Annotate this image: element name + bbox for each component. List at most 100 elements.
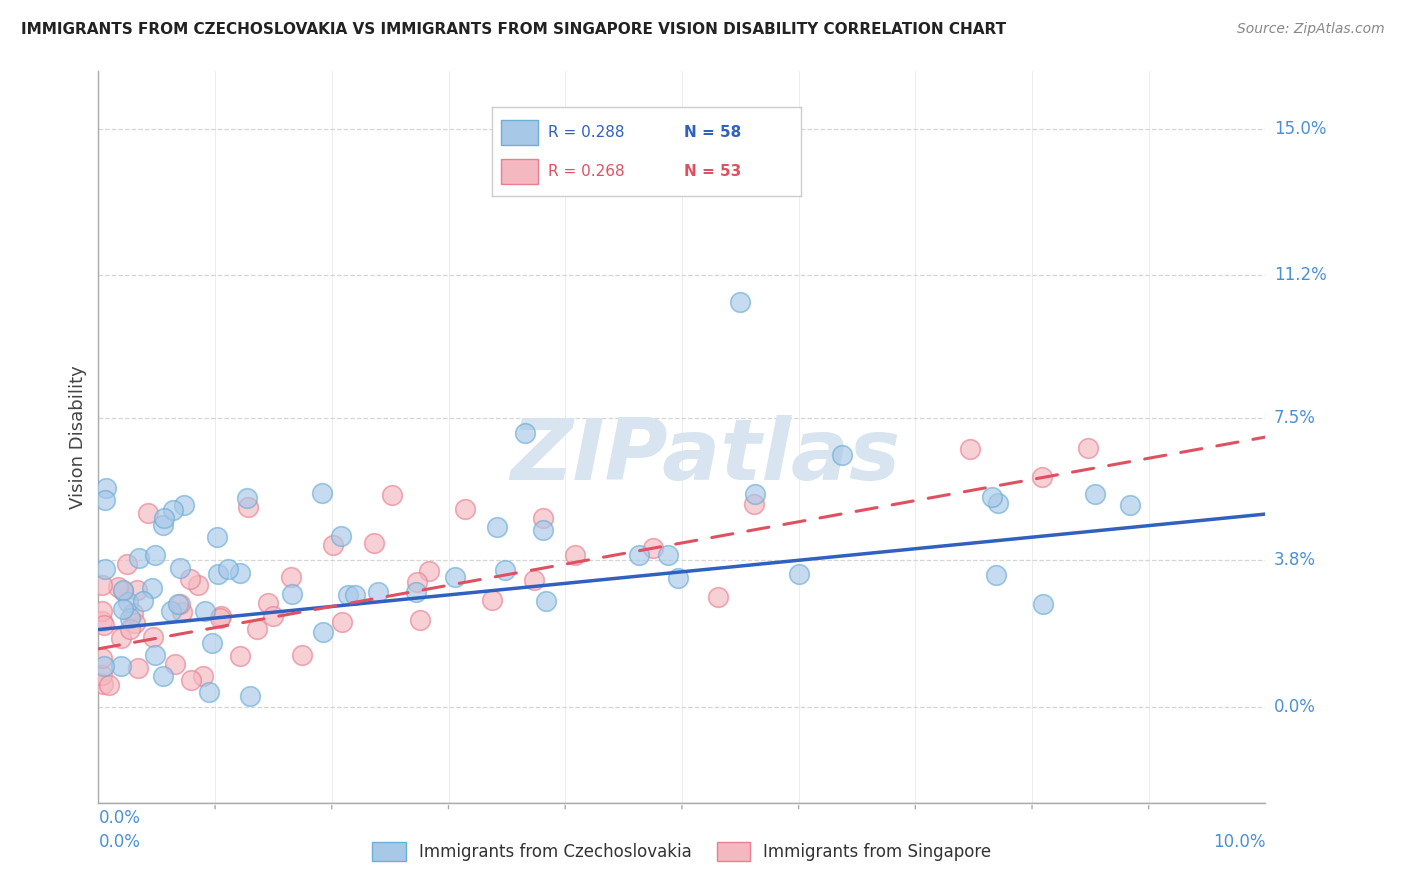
Text: R = 0.268: R = 0.268 — [548, 164, 624, 178]
Point — [256, 596, 278, 610]
Point — [1032, 597, 1054, 611]
Point — [343, 588, 366, 602]
Point — [453, 502, 475, 516]
Point — [831, 448, 853, 462]
Point — [122, 606, 145, 620]
Point — [93, 659, 115, 673]
Point — [209, 608, 232, 623]
Point — [173, 498, 195, 512]
Point — [187, 578, 209, 592]
Point — [246, 623, 269, 637]
Point — [165, 657, 187, 672]
Point — [94, 481, 117, 495]
Point — [1076, 441, 1098, 455]
Point — [311, 486, 333, 500]
Point — [112, 602, 135, 616]
Text: Source: ZipAtlas.com: Source: ZipAtlas.com — [1237, 22, 1385, 37]
Point — [534, 593, 557, 607]
Point — [117, 595, 139, 609]
Text: 10.0%: 10.0% — [1213, 833, 1265, 851]
Point — [90, 615, 112, 629]
Point — [666, 571, 689, 585]
Point — [485, 520, 508, 534]
Point — [94, 493, 117, 508]
Point — [180, 673, 202, 687]
Point — [141, 582, 163, 596]
Point — [201, 636, 224, 650]
Point — [198, 685, 221, 699]
Point — [744, 497, 766, 511]
Point — [159, 604, 181, 618]
Point — [111, 583, 134, 598]
Point — [787, 566, 810, 581]
Point — [330, 529, 353, 543]
Point — [110, 631, 132, 645]
Text: R = 0.288: R = 0.288 — [548, 125, 624, 139]
Text: ZIPatlas: ZIPatlas — [510, 415, 900, 498]
Point — [90, 651, 112, 665]
Point — [153, 511, 176, 525]
Point — [744, 487, 766, 501]
Point — [657, 548, 679, 562]
Point — [191, 669, 214, 683]
Point — [337, 589, 360, 603]
Point — [90, 668, 112, 682]
Text: N = 53: N = 53 — [683, 164, 741, 178]
Point — [533, 511, 555, 525]
Point — [443, 570, 465, 584]
Point — [229, 566, 252, 581]
Point — [143, 648, 166, 662]
Point — [127, 661, 149, 675]
Point — [291, 648, 314, 662]
Point — [1119, 498, 1142, 512]
Point — [523, 573, 546, 587]
Point — [409, 613, 432, 627]
Text: 0.0%: 0.0% — [1274, 698, 1316, 715]
Point — [93, 617, 115, 632]
Point — [111, 583, 134, 598]
Point — [152, 517, 174, 532]
Point — [405, 585, 427, 599]
Point — [209, 611, 232, 625]
Y-axis label: Vision Disability: Vision Disability — [69, 365, 87, 509]
Point — [984, 567, 1007, 582]
Point — [229, 649, 252, 664]
Point — [531, 524, 554, 538]
Point — [125, 583, 148, 598]
Point — [107, 580, 129, 594]
Point — [90, 578, 112, 592]
Point — [167, 597, 190, 611]
Point — [120, 611, 142, 625]
Point — [730, 295, 752, 310]
Point — [207, 567, 229, 582]
Point — [643, 541, 665, 556]
Point — [312, 624, 335, 639]
Point — [179, 572, 201, 586]
Point — [162, 502, 184, 516]
Point — [627, 548, 650, 562]
Text: IMMIGRANTS FROM CZECHOSLOVAKIA VS IMMIGRANTS FROM SINGAPORE VISION DISABILITY CO: IMMIGRANTS FROM CZECHOSLOVAKIA VS IMMIGR… — [21, 22, 1007, 37]
Point — [169, 597, 191, 611]
Point — [236, 491, 259, 505]
Point — [322, 538, 344, 552]
Point — [706, 590, 728, 604]
Legend: Immigrants from Czechoslovakia, Immigrants from Singapore: Immigrants from Czechoslovakia, Immigran… — [366, 835, 998, 868]
Point — [367, 585, 389, 599]
Point — [987, 496, 1010, 510]
Point — [406, 574, 429, 589]
Point — [981, 490, 1004, 504]
Point — [330, 615, 353, 629]
Text: 3.8%: 3.8% — [1274, 551, 1316, 569]
Point — [280, 570, 302, 584]
Point — [494, 563, 516, 577]
Text: 15.0%: 15.0% — [1274, 120, 1326, 138]
Point — [363, 536, 385, 550]
Point — [152, 669, 174, 683]
Point — [143, 549, 166, 563]
Point — [205, 530, 228, 544]
Point — [959, 442, 981, 457]
Point — [193, 604, 215, 618]
Point — [564, 548, 586, 562]
Point — [90, 604, 112, 618]
Point — [236, 500, 259, 514]
